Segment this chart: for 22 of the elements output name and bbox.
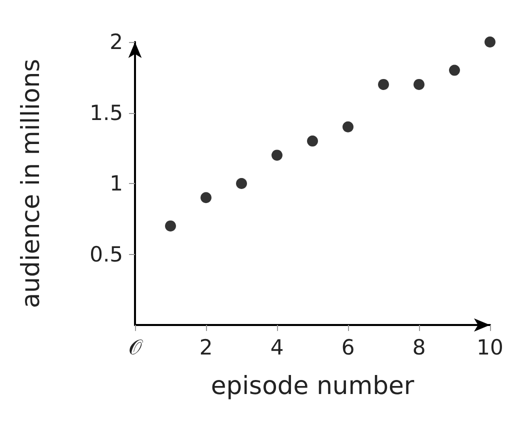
point (449, 64, 460, 76)
point (165, 220, 176, 232)
x-tick-label: 4 (270, 336, 284, 360)
x-tick-label: 8 (412, 336, 426, 360)
point (414, 78, 424, 90)
x-tick-label: 10 (476, 336, 504, 360)
x-tick-label: 2 (199, 336, 213, 360)
y-tick-label: 2 (110, 30, 123, 54)
point (307, 136, 318, 147)
point (236, 178, 247, 189)
point (342, 121, 354, 132)
y-tick-label: 1.5 (90, 100, 123, 125)
y-axis-title: audience in millions (16, 58, 45, 308)
x-axis-title: episode number (210, 371, 415, 400)
point (484, 36, 496, 48)
point (200, 192, 212, 204)
x-tick-label: 𝒪 (128, 336, 144, 360)
y-tick-label: 0.5 (90, 242, 123, 266)
y-tick-label: 1 (110, 172, 123, 196)
point (272, 150, 282, 161)
x-tick-label: 6 (341, 336, 355, 360)
point (378, 78, 389, 90)
